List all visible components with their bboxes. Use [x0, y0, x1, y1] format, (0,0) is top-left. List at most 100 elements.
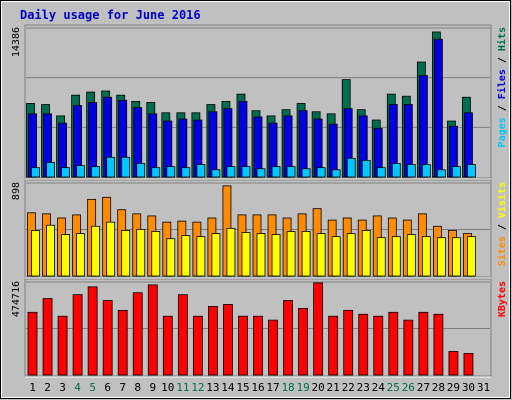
bar-files-day-21 — [328, 123, 338, 178]
bar-pages-day-10 — [166, 166, 176, 178]
y-max-tick-label: 898 — [11, 182, 22, 200]
bar-pages-day-21 — [331, 169, 341, 178]
x-tick-label-day-18: 18 — [281, 381, 294, 394]
x-tick-label-day-6: 6 — [104, 381, 111, 394]
x-tick-label-day-1: 1 — [29, 381, 36, 394]
legend-entry: KBytes — [497, 281, 508, 317]
bar-pages-day-15 — [241, 166, 251, 178]
x-tick-label-day-23: 23 — [357, 381, 370, 394]
bar-pages-day-14 — [226, 166, 236, 178]
bar-kbytes-day-16 — [253, 315, 263, 376]
panel-visits-sites: 898 Sites / Visits — [11, 179, 508, 279]
x-tick-label-day-14: 14 — [221, 381, 235, 394]
x-tick-label-day-26: 26 — [402, 381, 415, 394]
x-tick-label-day-28: 28 — [432, 381, 445, 394]
x-tick-label-day-3: 3 — [59, 381, 66, 394]
x-tick-label-day-30: 30 — [462, 381, 475, 394]
bar-visits-day-17 — [271, 234, 281, 277]
bar-kbytes-day-20 — [313, 282, 324, 376]
x-tick-label-day-15: 15 — [236, 381, 249, 394]
bar-visits-day-5 — [91, 225, 101, 277]
bar-kbytes-day-25 — [388, 311, 399, 376]
bar-pages-day-30 — [467, 164, 476, 178]
bar-kbytes-day-14 — [223, 304, 233, 376]
bar-kbytes-day-12 — [192, 315, 203, 376]
x-tick-label-day-24: 24 — [372, 381, 386, 394]
bar-pages-day-9 — [151, 167, 161, 178]
bar-files-day-16 — [253, 116, 263, 178]
bar-pages-day-1 — [31, 167, 40, 178]
bar-visits-day-8 — [136, 228, 146, 277]
bar-pages-day-27 — [421, 164, 431, 178]
bar-kbytes-day-6 — [102, 300, 113, 376]
bar-kbytes-day-27 — [418, 311, 429, 376]
bar-kbytes-day-26 — [403, 319, 414, 376]
bar-pages-day-22 — [346, 157, 356, 178]
bar-kbytes-day-29 — [448, 351, 459, 376]
bar-pages-day-28 — [436, 169, 446, 178]
bar-pages-day-2 — [46, 162, 55, 178]
bar-pages-day-18 — [286, 166, 296, 178]
bar-kbytes-day-17 — [268, 319, 278, 376]
x-tick-label-day-11: 11 — [176, 381, 189, 394]
bar-pages-day-12 — [196, 164, 206, 178]
panel-legend: Pages / Files / Hits — [496, 27, 508, 147]
bar-visits-day-16 — [256, 233, 266, 277]
x-tick-label-day-25: 25 — [387, 381, 400, 394]
bar-pages-day-16 — [256, 168, 266, 178]
bar-kbytes-day-4 — [72, 294, 83, 376]
panel-kbytes: 474716 KBytes — [11, 278, 508, 378]
bar-pages-day-13 — [211, 169, 221, 178]
x-tick-label-day-4: 4 — [74, 381, 81, 394]
x-tick-label-day-22: 22 — [342, 381, 355, 394]
bar-visits-day-30 — [467, 236, 476, 277]
x-tick-label-day-13: 13 — [206, 381, 219, 394]
bar-pages-day-19 — [301, 168, 311, 178]
bar-kbytes-day-28 — [433, 313, 444, 376]
bar-visits-day-29 — [452, 237, 461, 277]
bar-files-day-5 — [88, 102, 98, 178]
legend-entry: Files — [496, 69, 508, 99]
bar-kbytes-day-19 — [298, 307, 308, 376]
bar-visits-day-14 — [226, 227, 236, 277]
bar-files-day-15 — [238, 100, 248, 178]
bar-kbytes-day-30 — [463, 353, 474, 376]
bar-pages-day-3 — [61, 167, 70, 178]
legend-entry: / — [497, 218, 508, 236]
bar-pages-day-23 — [361, 160, 371, 178]
bar-visits-day-26 — [406, 234, 416, 277]
bar-kbytes-day-15 — [238, 315, 248, 376]
bar-visits-day-22 — [346, 233, 356, 277]
legend-entry: / — [497, 99, 508, 117]
bar-files-day-13 — [208, 111, 218, 178]
bar-visits-day-10 — [166, 238, 176, 277]
bar-visits-day-1 — [31, 230, 40, 277]
bar-visits-day-21 — [331, 236, 341, 277]
bar-visits-day-9 — [151, 231, 161, 277]
bar-kbytes-day-11 — [177, 294, 188, 376]
x-tick-label-day-29: 29 — [447, 381, 460, 394]
bar-files-day-27 — [418, 75, 428, 178]
legend-entry: Sites — [496, 236, 508, 266]
legend-entry: Hits — [496, 27, 508, 51]
bar-visits-day-18 — [286, 231, 296, 277]
bar-visits-day-25 — [391, 236, 401, 277]
bar-pages-day-4 — [76, 165, 86, 178]
panel-legend: Sites / Visits — [496, 182, 508, 266]
x-tick-label-day-10: 10 — [161, 381, 174, 394]
x-tick-label-day-2: 2 — [44, 381, 51, 394]
bar-visits-day-7 — [121, 230, 131, 277]
bar-visits-day-6 — [106, 221, 116, 277]
bar-files-day-28 — [433, 38, 443, 178]
bar-visits-day-15 — [241, 232, 251, 277]
bar-kbytes-day-18 — [283, 300, 293, 376]
bar-kbytes-day-24 — [373, 315, 384, 376]
x-tick-label-day-27: 27 — [417, 381, 430, 394]
bar-kbytes-day-21 — [328, 315, 339, 376]
chart-panels: 14386 Pages / Files / Hits 898 Sites / Visi… — [11, 24, 508, 378]
bar-kbytes-day-8 — [132, 292, 143, 376]
bar-visits-day-12 — [196, 236, 206, 277]
